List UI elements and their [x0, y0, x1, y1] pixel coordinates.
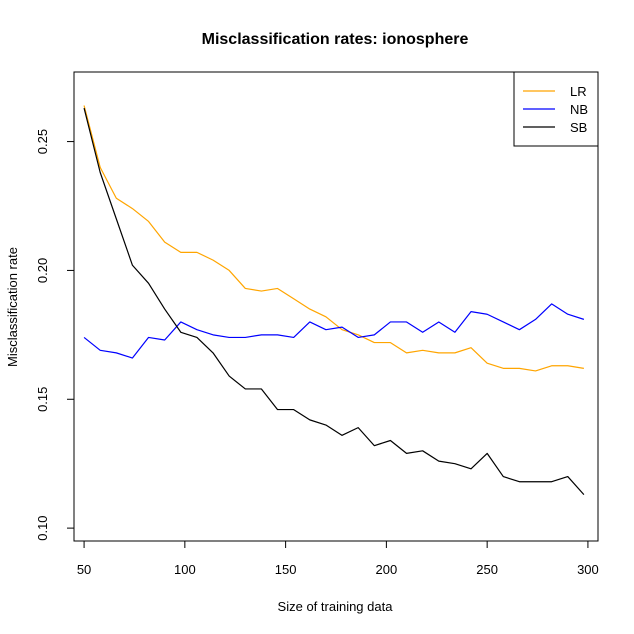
series-line-sb — [83, 107, 585, 496]
legend-label-nb: NB — [570, 102, 588, 117]
legend-label-lr: LR — [570, 84, 587, 99]
x-tick-label: 50 — [77, 562, 91, 577]
x-tick-label: 200 — [376, 562, 398, 577]
series-line-nb — [83, 303, 585, 359]
y-tick-label: 0.25 — [35, 129, 50, 154]
x-axis-label: Size of training data — [278, 599, 394, 614]
axes: 50 100 150 200 250 300 0.10 0.15 0.20 0.25 — [35, 129, 599, 577]
y-tick-label: 0.20 — [35, 258, 50, 283]
legend: LR NB SB — [513, 71, 599, 147]
x-tick-label: 150 — [275, 562, 297, 577]
x-tick-label: 250 — [476, 562, 498, 577]
chart-title: Misclassification rates: ionosphere — [202, 31, 469, 48]
series-line-lr — [83, 105, 584, 372]
x-tick-label: 300 — [577, 562, 599, 577]
y-tick-label: 0.10 — [35, 515, 50, 540]
legend-label-sb: SB — [570, 120, 587, 135]
series-lines — [83, 105, 585, 496]
y-tick-label: 0.15 — [35, 387, 50, 412]
y-axis-label: Misclassification rate — [5, 247, 20, 367]
x-tick-label: 100 — [174, 562, 196, 577]
